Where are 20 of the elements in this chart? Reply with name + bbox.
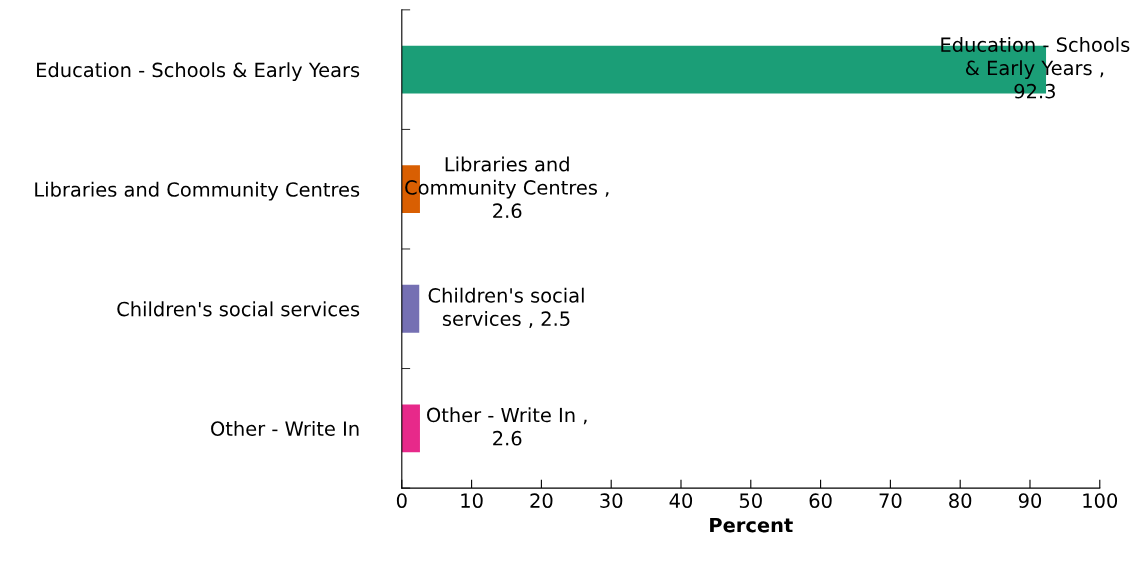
- x-tick-label: 70: [879, 493, 902, 509]
- x-tick-label: 30: [600, 493, 623, 509]
- x-tick-label: 20: [530, 493, 553, 509]
- x-tick-label: 0: [396, 493, 407, 509]
- x-tick-label: 50: [739, 493, 762, 509]
- x-axis-title: Percent: [710, 517, 793, 533]
- x-tick-label: 100: [1083, 493, 1118, 509]
- x-tick-label: 10: [461, 493, 483, 509]
- x-tick-label: 40: [669, 493, 693, 509]
- x-tick-label: 90: [1018, 493, 1042, 509]
- bar: [401, 284, 420, 333]
- x-tick-label: 80: [949, 493, 972, 509]
- bar: [401, 404, 420, 453]
- data-label: Other - Write In , 2.6: [427, 407, 587, 446]
- y-tick-label: Other - Write In: [211, 420, 359, 436]
- y-tick-label: Children's social services: [117, 301, 360, 317]
- data-label: Children's social services , 2.5: [428, 287, 584, 328]
- y-tick-label: Libraries and Community Centres: [35, 181, 360, 201]
- x-tick-label: 60: [809, 493, 832, 509]
- y-tick-label: Education - Schools & Early Years: [37, 62, 360, 82]
